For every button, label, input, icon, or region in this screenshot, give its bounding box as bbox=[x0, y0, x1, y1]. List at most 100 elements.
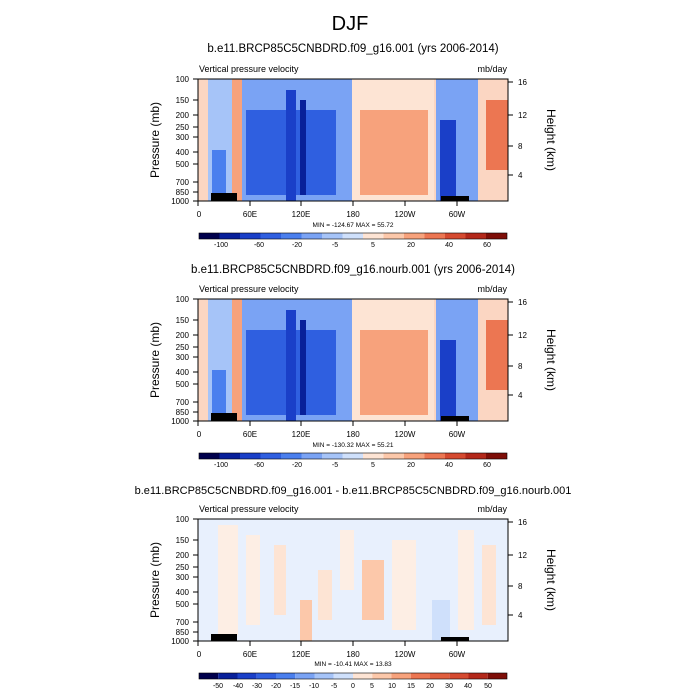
panel-3-y-axis-right: 16 12 8 4 bbox=[508, 518, 527, 620]
panel-3-colorbar-cell bbox=[256, 673, 276, 679]
panel-2-colorbar-cell bbox=[465, 453, 486, 459]
panel-2-colorbar-cell bbox=[486, 453, 507, 459]
panel-2-ytick-label: 1000 bbox=[171, 417, 189, 426]
panel-3-ytick-label: 250 bbox=[176, 563, 190, 572]
panel-1-ytick-label: 700 bbox=[176, 178, 190, 187]
panel-1-zone-atlantic bbox=[486, 100, 508, 170]
panel-1-zone-west-africa-core bbox=[212, 150, 226, 201]
panel-2-xtick-label: 120W bbox=[395, 430, 416, 439]
panel-3-colorbar-cell bbox=[430, 673, 450, 679]
panel-2-ylabel: Pressure (mb) bbox=[148, 322, 162, 398]
panel-1-colorbar-cell bbox=[445, 233, 466, 239]
panel-1-zone-subsidence bbox=[360, 110, 428, 195]
panel-3-zone bbox=[392, 540, 416, 630]
panel-3-ytick-label: 200 bbox=[176, 551, 190, 560]
panel-3-colorbar-label: 0 bbox=[351, 683, 355, 690]
panel-1-xtick-label: 180 bbox=[346, 210, 360, 219]
panel-3-ytick-label: 400 bbox=[176, 588, 190, 597]
panel-2-colorbar-cell bbox=[199, 453, 220, 459]
panel-3-x-axis: 0 60E 120E 180 120W 60W bbox=[197, 641, 466, 659]
panel-2-colorbar-label: 40 bbox=[445, 462, 453, 469]
panel-1-xtick-label: 60E bbox=[243, 210, 257, 219]
panel-3-subtitle-right: mb/day bbox=[477, 504, 507, 514]
panel-1-colorbar-label: -5 bbox=[332, 242, 338, 249]
panel-3-colorbar: -50 -40 -30 -20 -15 -10 -5 0 5 10 15 20 … bbox=[198, 672, 508, 690]
panel-3-field bbox=[198, 519, 508, 641]
panel-2-zone-west-africa-core bbox=[212, 370, 226, 421]
panel-3-colorbar-cell bbox=[449, 673, 469, 679]
panel-3-colorbar-cell bbox=[410, 673, 430, 679]
panel-2-colorbar-cell bbox=[445, 453, 466, 459]
panel-3-colorbar-label: -30 bbox=[252, 683, 262, 690]
panel-3-colorbar-cell bbox=[487, 673, 507, 679]
panel-3-ytick-label: 1000 bbox=[171, 637, 189, 646]
panel-1-colorbar-label: -60 bbox=[254, 242, 264, 249]
panel-1-ytick-label: 300 bbox=[176, 133, 190, 142]
panel-3-zone bbox=[340, 530, 354, 590]
panel-1-xtick-label: 120E bbox=[292, 210, 311, 219]
panel-3-stats: MIN = -10.41 MAX = 13.83 bbox=[314, 661, 392, 668]
panel-2-colorbar-label: 5 bbox=[371, 462, 375, 469]
panel-1-colorbar-cell bbox=[465, 233, 486, 239]
panel-3-colorbar-label: 30 bbox=[445, 683, 453, 690]
panel-2-ytick-label: 150 bbox=[176, 316, 190, 325]
panel-3-colorbar-label: -15 bbox=[290, 683, 300, 690]
panel-3-colorbar-cell bbox=[295, 673, 315, 679]
panel-3-colorbar-cell bbox=[372, 673, 392, 679]
panel-1-y-axis-right: 16 12 8 4 bbox=[508, 78, 527, 180]
panel-2-colorbar-label: 20 bbox=[407, 462, 415, 469]
panel-3: b.e11.BRCP85C5CNBDRD.f09_g16.001 - b.e11… bbox=[135, 485, 572, 690]
panel-2-zone-strong-core-1 bbox=[286, 310, 296, 421]
panel-1-ytick-label: 400 bbox=[176, 148, 190, 157]
panel-3-xtick-label: 60E bbox=[243, 650, 257, 659]
panel-2-ytick-right-label: 4 bbox=[518, 391, 523, 400]
panel-3-xtick-label: 180 bbox=[346, 650, 360, 659]
panel-1-ytick-label: 150 bbox=[176, 96, 190, 105]
panel-3-xtick-label: 120E bbox=[292, 650, 311, 659]
panel-2-colorbar-label: -5 bbox=[332, 462, 338, 469]
panel-3-colorbar-label: 20 bbox=[426, 683, 434, 690]
panel-3-y-axis: 100 150 200 250 300 400 500 700 850 1000 bbox=[171, 515, 198, 646]
panel-3-colorbar-label: -20 bbox=[271, 683, 281, 690]
panel-2-colorbar-cell bbox=[363, 453, 384, 459]
panel-2-colorbar-cell bbox=[424, 453, 445, 459]
panel-3-colorbar-cell bbox=[391, 673, 411, 679]
panel-3-colorbar-label: -50 bbox=[213, 683, 223, 690]
panel-1-zone-strong-core-2 bbox=[300, 100, 306, 195]
panel-2-colorbar-label: -100 bbox=[214, 462, 228, 469]
panel-1-stats: MIN = -124.67 MAX = 55.72 bbox=[313, 222, 394, 229]
panel-3-ytick-right-label: 8 bbox=[518, 582, 523, 591]
panel-1-colorbar-cell bbox=[404, 233, 425, 239]
panel-1-colorbar-label: 5 bbox=[371, 242, 375, 249]
panel-2-ytick-right-label: 16 bbox=[518, 298, 527, 307]
panel-1-colorbar-cell bbox=[260, 233, 281, 239]
panel-1-colorbar-outline bbox=[198, 232, 508, 240]
panel-1-colorbar-label: 40 bbox=[445, 242, 453, 249]
panel-3-ytick-label: 100 bbox=[176, 515, 190, 524]
panel-3-colorbar-cell bbox=[353, 673, 373, 679]
panel-1-surface-mask bbox=[211, 193, 237, 201]
panel-1-ytick-right-label: 4 bbox=[518, 171, 523, 180]
panel-1-zone-amazon-core bbox=[440, 120, 456, 201]
panel-1-colorbar-label: 60 bbox=[483, 242, 491, 249]
panel-2-ylabel-right: Height (km) bbox=[544, 329, 558, 391]
panel-1-ytick-label: 500 bbox=[176, 160, 190, 169]
panel-2-colorbar-cell bbox=[342, 453, 363, 459]
panel-3-ytick-right-label: 4 bbox=[518, 611, 523, 620]
panel-1-xtick-label: 0 bbox=[197, 210, 202, 219]
panel-1-colorbar-cell bbox=[199, 233, 220, 239]
panel-2-colorbar-cell bbox=[404, 453, 425, 459]
panel-3-ylabel-right: Height (km) bbox=[544, 549, 558, 611]
panel-2-zone-amazon-core bbox=[440, 340, 456, 421]
panel-3-colorbar-cell bbox=[218, 673, 238, 679]
panel-2-colorbar-cell bbox=[219, 453, 240, 459]
panel-2-ytick-right-label: 8 bbox=[518, 362, 523, 371]
panel-2-xtick-label: 180 bbox=[346, 430, 360, 439]
panel-1-colorbar-cell bbox=[240, 233, 261, 239]
panel-1-xtick-label: 120W bbox=[395, 210, 416, 219]
panel-1-ytick-label: 1000 bbox=[171, 197, 189, 206]
panel-3-ylabel: Pressure (mb) bbox=[148, 542, 162, 618]
panel-1-zone-east-africa bbox=[232, 79, 242, 201]
panel-2-ytick-right-label: 12 bbox=[518, 331, 527, 340]
